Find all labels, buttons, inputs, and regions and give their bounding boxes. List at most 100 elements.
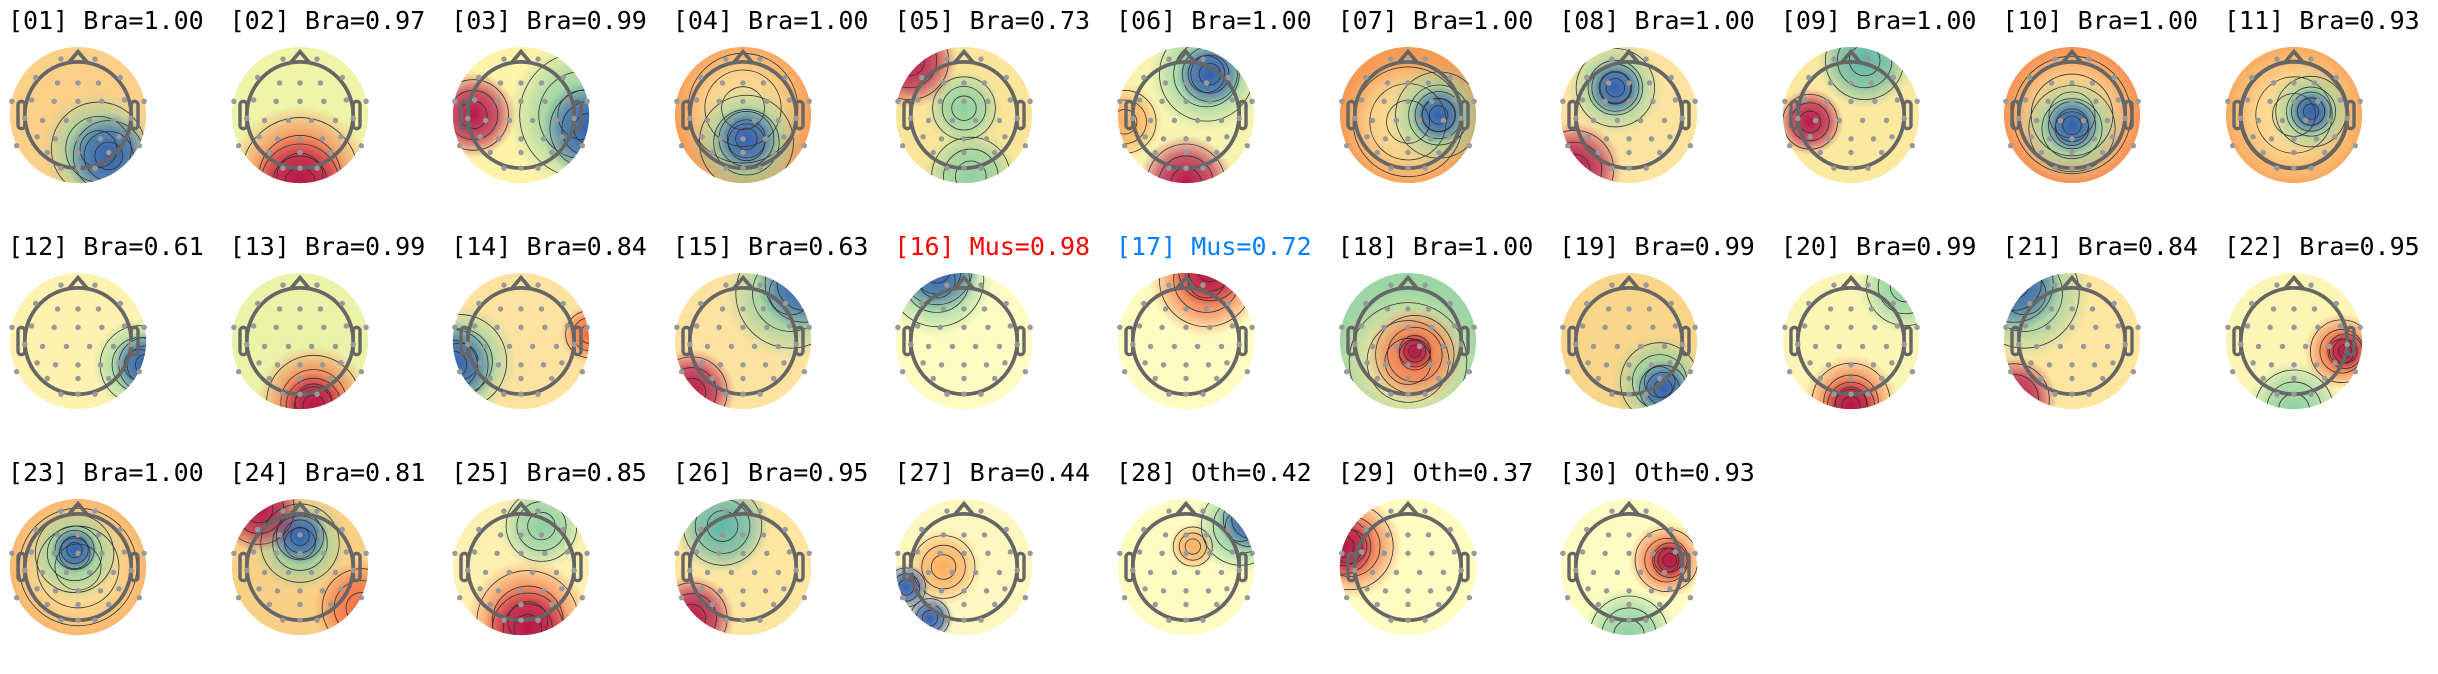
electrode-dot [1865, 56, 1871, 62]
electrode-dot [1225, 300, 1231, 307]
electrode-dot [105, 601, 112, 608]
electrode-dot [579, 142, 586, 149]
electrode-dot [1603, 362, 1610, 368]
nose-icon [288, 500, 311, 517]
electrode-dot [1672, 549, 1679, 555]
topomap-component: [03] Bra=0.99 [443, 0, 665, 222]
electrode-dot [1393, 117, 1399, 124]
electrode-dot [915, 323, 921, 329]
contour-line [901, 272, 973, 306]
electrode-dot [483, 343, 489, 350]
electrode-dot [1343, 594, 1349, 601]
electrode-dot [308, 343, 314, 350]
electrode-dot [740, 550, 746, 557]
electrode-dot [494, 550, 501, 557]
electrode-dot [230, 550, 237, 557]
electrode-dot [1183, 588, 1189, 594]
electrode-dot [1609, 617, 1615, 623]
electrode-dot [1421, 56, 1428, 62]
electrode-dot [978, 282, 985, 288]
electrode-dot [1580, 97, 1586, 103]
electrode-dot [1661, 343, 1668, 350]
electrode-dot [117, 74, 123, 81]
electrode-dot [1160, 588, 1167, 594]
electrode-dot [2003, 324, 2009, 331]
electrode-dot [99, 324, 105, 331]
electrode-dot [2069, 98, 2076, 105]
electrode-dot [235, 594, 241, 601]
electrode-dot [92, 282, 98, 288]
electrode-dot [538, 80, 545, 86]
electrode-dot [2105, 117, 2111, 124]
electrode-dot [1183, 362, 1189, 368]
electrode-dot [28, 97, 35, 103]
electrode-dot [1027, 98, 1034, 105]
electrode-dot [1626, 391, 1632, 397]
electrode-dot [92, 508, 98, 514]
electrode-dot [22, 341, 28, 348]
electrode-dot [978, 391, 985, 397]
electrode-dot [757, 508, 763, 514]
electrode-dot [2052, 165, 2059, 171]
electrode-dot [250, 549, 256, 555]
electrode-dot [2326, 117, 2333, 124]
contour-line [1587, 60, 1644, 116]
component-title: [14] Bra=0.84 [451, 232, 647, 261]
electrode-dot [2047, 362, 2053, 368]
electrode-dot [1580, 549, 1586, 555]
component-title: [15] Bra=0.63 [672, 232, 869, 261]
electrode-dot [1812, 343, 1819, 350]
component-title: [24] Bra=0.81 [229, 458, 426, 487]
electrode-dot [52, 362, 59, 368]
electrode-dot [535, 165, 541, 171]
right-ear-icon [572, 551, 583, 583]
contour-line [1407, 344, 1421, 358]
electrode-dot [723, 282, 729, 288]
electrode-dot [1008, 549, 1014, 555]
electrode-dot [1014, 341, 1021, 348]
electrode-dot [339, 526, 345, 533]
electrode-dot [961, 362, 968, 368]
nose-icon [67, 274, 89, 291]
electrode-dot [1218, 343, 1225, 350]
electrode-dot [2052, 391, 2059, 397]
electrode-dot [1865, 391, 1871, 397]
electrode-dot [121, 97, 128, 103]
electrode-dot [1166, 391, 1172, 397]
activation-blob [1816, 46, 1913, 109]
right-ear-icon [2123, 325, 2135, 357]
electrode-dot [97, 588, 104, 594]
scalp-map [1117, 272, 1255, 410]
electrode-dot [2058, 343, 2064, 350]
nose-icon [67, 500, 89, 517]
electrode-dot [487, 375, 494, 382]
electrode-dot [740, 532, 746, 538]
electrode-dot [1626, 80, 1632, 86]
electrode-dot [274, 588, 280, 594]
electrode-dot [317, 80, 323, 86]
electrode-dot [992, 149, 998, 156]
electrode-dot [937, 550, 944, 557]
electrode-dot [1643, 165, 1649, 171]
electrode-dot [559, 586, 565, 592]
electrode-dot [141, 98, 147, 105]
electrode-dot [296, 362, 303, 368]
contour-line [549, 89, 590, 169]
electrode-dot [1831, 391, 1837, 397]
electrode-dot [1591, 569, 1597, 576]
electrode-dot [978, 56, 985, 62]
electrode-dot [1471, 324, 1477, 331]
electrode-dot [58, 617, 64, 623]
electrode-dot [75, 80, 81, 86]
electrode-dot [997, 117, 1003, 124]
electrode-dot [2274, 282, 2280, 288]
electrode-dot [1224, 586, 1230, 592]
right-ear-icon [1459, 325, 1470, 357]
scalp-map [2225, 46, 2363, 184]
electrode-dot [984, 362, 990, 368]
contour-line [1575, 48, 1656, 128]
electrode-dot [2315, 324, 2321, 331]
electrode-dot [1205, 136, 1212, 142]
electrode-dot [775, 569, 781, 576]
electrode-dot [542, 324, 548, 331]
